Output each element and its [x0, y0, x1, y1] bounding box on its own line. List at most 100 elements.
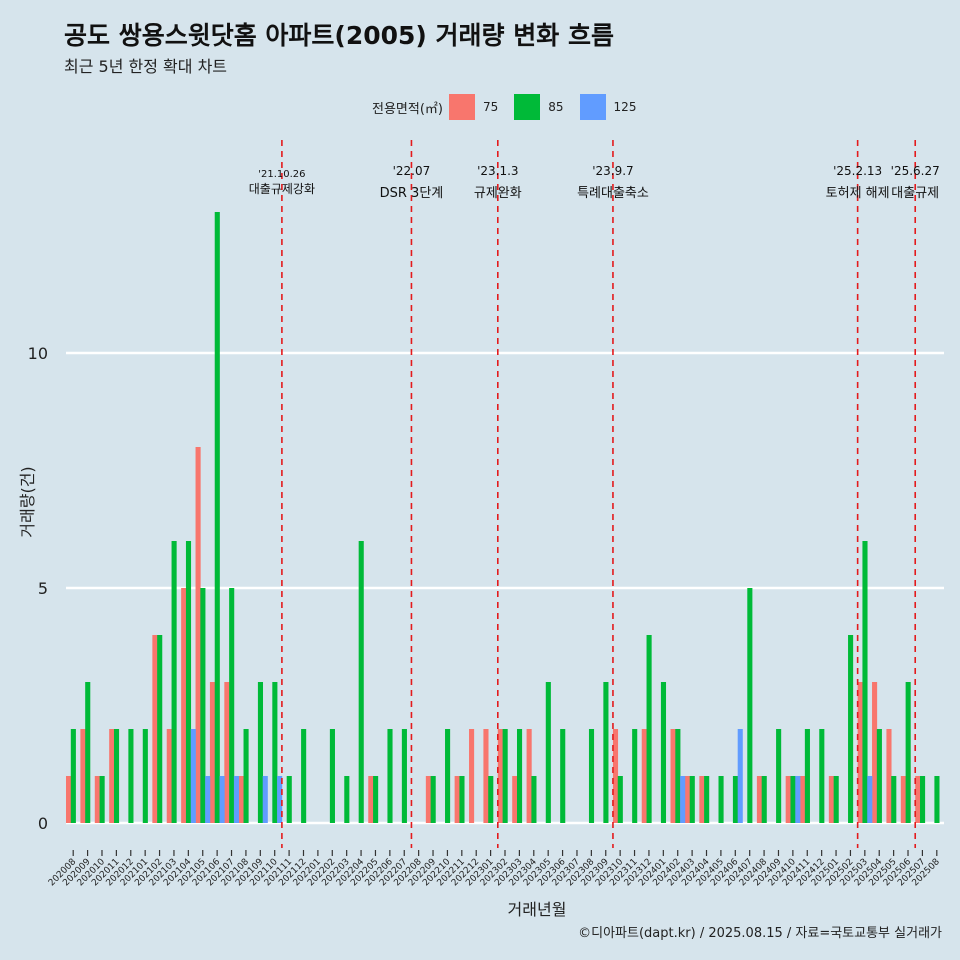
bar-85-202204: [358, 541, 364, 823]
event-date-label: '25.6.27: [891, 164, 940, 178]
bar-75-202411: [800, 776, 806, 823]
bar-125-202503: [867, 776, 873, 823]
bar-75-202212: [469, 729, 475, 823]
bar-85-202102: [157, 635, 163, 823]
bar-75-202106: [209, 682, 216, 823]
legend-swatch-85: [514, 94, 541, 120]
bar-75-202301: [483, 729, 489, 823]
legend-label-125: 125: [613, 100, 637, 114]
bar-85-202008: [70, 729, 76, 823]
bar-75-202507: [915, 776, 921, 823]
bar-85-202010: [99, 776, 105, 823]
bar-75-202105: [195, 447, 201, 823]
bar-85-202206: [387, 729, 393, 823]
bar-85-202104: [185, 541, 192, 823]
event-date-label: '23.9.7: [592, 164, 633, 178]
bar-75-202505: [886, 729, 892, 823]
bar-75-202011: [109, 729, 115, 823]
bar-85-202107: [229, 588, 235, 823]
bar-75-202104: [181, 588, 187, 823]
bar-85-202109: [257, 682, 264, 823]
bar-75-202211: [454, 776, 460, 823]
bar-75-202103: [166, 729, 172, 823]
bar-85-202410: [790, 776, 796, 823]
bar-75-202009: [80, 729, 86, 823]
event-date-label: '23.1.3: [477, 164, 518, 178]
event-name-label: 대출규제: [891, 186, 939, 201]
bar-125-202406: [737, 729, 743, 823]
bar-85-202305: [545, 682, 551, 823]
y-tick-label: 10: [28, 344, 48, 363]
bar-125-202109: [262, 776, 268, 823]
bar-125-202110: [277, 776, 283, 823]
legend-swatch-125: [579, 94, 606, 120]
bar-85-202408: [761, 776, 767, 823]
event-name-label: 규제완화: [474, 186, 522, 201]
bar-85-202304: [531, 776, 537, 823]
bar-85-202402: [675, 729, 681, 823]
bar-85-202503: [862, 541, 868, 823]
y-axis-title: 거래량(건): [18, 466, 37, 537]
legend-swatch-75: [448, 94, 475, 120]
bar-85-202111: [286, 776, 292, 823]
bar-75-202312: [641, 729, 647, 823]
y-tick-label: 0: [38, 814, 48, 833]
bar-75-202506: [900, 776, 906, 823]
y-tick-label: 5: [38, 579, 48, 598]
bar-85-202209: [430, 776, 436, 823]
bar-75-202310: [612, 729, 619, 823]
bar-85-202306: [560, 729, 566, 823]
bar-85-202504: [876, 729, 882, 823]
event-date-label: '25.2.13: [833, 164, 882, 178]
bar-75-202304: [526, 729, 532, 823]
bar-85-202505: [891, 776, 897, 823]
bar-125-202107: [233, 776, 240, 823]
bar-85-202205: [373, 776, 379, 823]
bar-85-202409: [776, 729, 782, 823]
chart-title: 공도 쌍용스윗닷홈 아파트(2005) 거래량 변화 흐름: [64, 21, 614, 50]
bar-75-202010: [94, 776, 100, 823]
legend-title: 전용면적(㎡): [372, 101, 443, 117]
chart-subtitle: 최근 5년 한정 확대 차트: [64, 57, 228, 76]
bar-85-202202: [329, 729, 335, 823]
bar-85-202403: [689, 776, 695, 823]
source-caption: ©디아파트(dapt.kr) / 2025.08.15 / 자료=국토교통부 실…: [578, 926, 942, 941]
bar-85-202412: [819, 729, 825, 823]
bar-85-202404: [704, 776, 710, 823]
bar-75-202102: [152, 635, 158, 823]
bar-85-202502: [848, 635, 854, 823]
bar-85-202406: [732, 776, 738, 823]
bar-85-202508: [934, 776, 940, 823]
bar-75-202209: [425, 776, 431, 823]
bar-85-202407: [747, 588, 753, 823]
bar-85-202103: [171, 541, 177, 823]
bar-125-202106: [219, 776, 225, 823]
bar-125-202402: [680, 776, 686, 823]
bar-85-202501: [833, 776, 839, 823]
bar-85-202112: [301, 729, 307, 823]
event-date-label: '21.10.26: [258, 169, 305, 180]
bar-75-202403: [684, 776, 691, 823]
bar-85-202309: [603, 682, 609, 823]
event-name-label: DSR 3단계: [380, 186, 444, 201]
bar-85-202203: [344, 776, 350, 823]
bar-75-202008: [66, 776, 72, 823]
bar-125-202410: [795, 776, 801, 823]
event-name-label: 토허제 해제: [826, 186, 890, 201]
bar-75-202302: [497, 729, 503, 823]
bar-75-202408: [756, 776, 762, 823]
bar-75-202108: [238, 776, 244, 823]
legend: 전용면적(㎡) 75 85 125: [372, 92, 652, 122]
bar-75-202504: [872, 682, 878, 823]
bar-85-202105: [200, 588, 206, 823]
bar-85-202009: [85, 682, 91, 823]
bar-85-202312: [646, 635, 652, 823]
bar-75-202503: [857, 682, 863, 823]
bar-75-202501: [828, 776, 834, 823]
bar-85-202311: [632, 729, 638, 823]
bar-85-202303: [516, 729, 523, 823]
bar-85-202101: [142, 729, 148, 823]
bar-85-202210: [445, 729, 451, 823]
bar-85-202106: [214, 212, 220, 823]
event-name-label: 대출규제강화: [249, 182, 315, 196]
